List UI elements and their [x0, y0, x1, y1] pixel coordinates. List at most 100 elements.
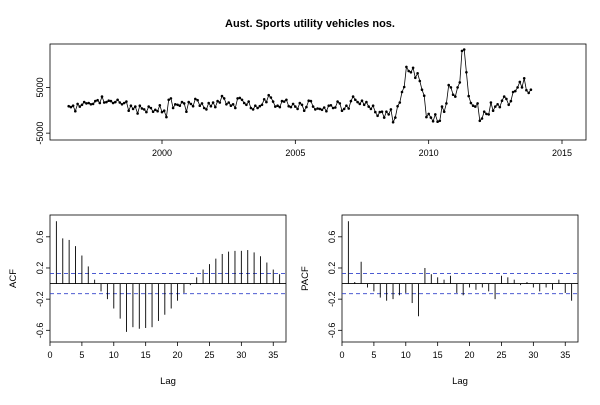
data-point: [436, 120, 439, 123]
data-point: [418, 79, 422, 83]
data-point: [360, 99, 364, 102]
data-point: [294, 105, 297, 108]
data-point: [180, 100, 184, 104]
data-point: [134, 105, 137, 108]
data-point: [98, 101, 102, 105]
series-line: [68, 48, 532, 124]
data-point: [331, 106, 335, 110]
data-point: [471, 104, 475, 107]
data-point: [487, 113, 491, 116]
data-point: [378, 110, 382, 114]
data-point: [409, 71, 413, 74]
data-point: [265, 100, 268, 104]
timeseries-panel: 2000 2005 2010 2015 -5000 5000: [35, 43, 587, 158]
data-point: [434, 113, 437, 116]
x-tick-label: 2015: [552, 148, 572, 158]
data-point: [274, 105, 277, 108]
data-point: [396, 104, 399, 108]
data-point: [407, 69, 411, 73]
data-point: [176, 103, 179, 107]
data-point: [474, 105, 477, 108]
data-point: [347, 107, 351, 110]
data-point: [300, 103, 304, 107]
data-point: [251, 108, 255, 111]
data-point: [138, 104, 142, 107]
data-point: [296, 107, 299, 111]
data-point: [269, 96, 273, 99]
data-point: [507, 103, 511, 107]
data-point: [262, 98, 266, 101]
data-point: [147, 105, 150, 108]
data-point: [96, 98, 99, 102]
data-point: [231, 103, 235, 106]
data-point: [387, 113, 391, 116]
data-point: [236, 97, 239, 100]
data-point: [169, 97, 173, 100]
data-point: [267, 93, 271, 97]
data-point: [438, 119, 442, 123]
data-point: [227, 101, 230, 104]
y-tick-label: 0.2: [35, 262, 45, 275]
data-point: [440, 105, 444, 108]
data-point: [242, 101, 246, 105]
data-point: [307, 99, 311, 102]
data-point: [80, 103, 84, 107]
data-point: [429, 116, 433, 119]
data-point: [85, 102, 88, 105]
data-point: [351, 95, 355, 98]
data-point: [338, 102, 342, 105]
chart-title: Aust. Sports utility vehicles nos.: [225, 18, 395, 30]
data-point: [185, 110, 188, 113]
data-point: [271, 100, 275, 103]
acf-panel: 0 5 10 15 20 25 30 35 -0.6 -0.2 0.2 0.6 Lag ACF: [8, 214, 287, 387]
data-point: [340, 109, 344, 112]
data-point: [191, 104, 195, 108]
data-point: [165, 115, 168, 119]
data-point: [420, 88, 424, 91]
pacf-panel: 0 5 10 15 20 25 30 35 -0.6 -0.2 0.2 0.6 Lag PACF: [300, 214, 579, 387]
data-point: [480, 117, 484, 120]
data-point: [174, 103, 177, 106]
data-point: [402, 85, 406, 89]
data-point: [342, 107, 346, 111]
data-point: [107, 99, 110, 102]
data-point: [358, 102, 362, 106]
data-point: [416, 72, 419, 75]
data-point: [325, 109, 328, 113]
data-point: [489, 101, 493, 104]
x-tick-label: 35: [560, 350, 570, 360]
data-point: [91, 102, 95, 106]
y-tick-label: 5000: [35, 77, 45, 97]
data-point: [482, 110, 486, 113]
data-point: [491, 109, 495, 112]
data-point: [285, 98, 288, 102]
x-tick-label: 5: [79, 350, 84, 360]
data-point: [260, 103, 264, 107]
data-point: [129, 104, 133, 107]
plot-frame: [341, 214, 579, 343]
data-point: [478, 119, 482, 123]
data-point: [142, 108, 146, 111]
data-point: [454, 95, 457, 98]
data-point: [391, 120, 395, 124]
data-point: [496, 103, 499, 106]
data-point: [71, 104, 75, 107]
data-point: [362, 103, 366, 107]
data-point: [431, 120, 435, 123]
data-point: [422, 94, 426, 97]
data-point: [105, 100, 108, 104]
data-point: [327, 104, 331, 107]
data-point: [291, 102, 295, 106]
x-tick-label: 0: [339, 350, 344, 360]
data-point: [151, 110, 155, 113]
data-point: [100, 95, 104, 98]
y-tick-label: 0.2: [327, 262, 337, 275]
data-point: [309, 99, 313, 103]
data-point: [136, 112, 139, 115]
data-point: [462, 48, 466, 51]
data-point: [102, 101, 106, 104]
data-point: [256, 106, 259, 110]
data-point: [398, 101, 402, 104]
data-point: [76, 102, 79, 106]
data-point: [234, 106, 237, 110]
